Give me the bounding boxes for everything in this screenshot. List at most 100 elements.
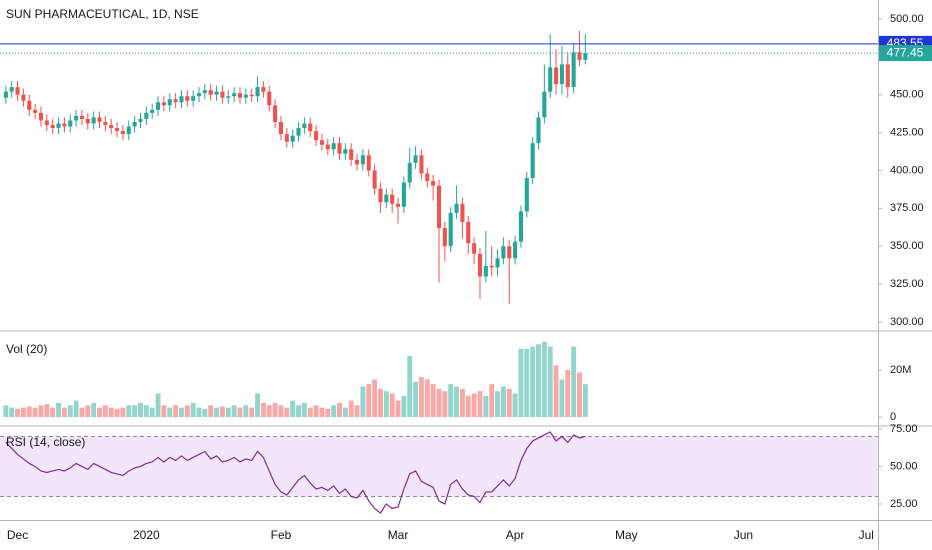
candle-body (155, 102, 161, 110)
candle-body (167, 99, 172, 106)
candle-body (284, 134, 289, 142)
candle-body (542, 91, 547, 118)
volume-bar (436, 388, 442, 418)
candle-body (33, 109, 38, 113)
volume-bar (530, 346, 536, 418)
candle-body (290, 135, 295, 142)
y-tick-label: 500.00 (890, 13, 924, 25)
volume-bar (237, 407, 243, 418)
candle-body (9, 87, 14, 92)
candle-body (185, 96, 190, 101)
x-tick-label: Jun (734, 528, 753, 542)
candle-body (196, 93, 202, 97)
volume-bar (167, 407, 173, 418)
volume-bar (44, 404, 50, 418)
candle-body (68, 120, 73, 127)
volume-bar (342, 407, 348, 418)
volume-bar (331, 405, 337, 418)
candle-body (161, 102, 166, 106)
volume-bar (208, 405, 214, 418)
volume-bar (132, 405, 138, 418)
volume-bar (190, 402, 196, 418)
y-tick-label: 350.00 (890, 240, 924, 252)
candle-body (62, 123, 67, 127)
y-tick-label: 20M (890, 364, 911, 376)
volume-bar (91, 402, 97, 418)
candle-body (27, 100, 32, 110)
candle-body (466, 221, 471, 244)
volume-bar (448, 384, 454, 418)
candle-body (302, 123, 307, 129)
volume-bar (155, 393, 161, 418)
volume-bar (536, 344, 541, 418)
candle-body (325, 144, 330, 150)
volume-bar (255, 393, 261, 418)
candle-body (255, 87, 260, 97)
candle-body (355, 159, 360, 165)
volume-bar (231, 405, 237, 418)
volume-bar (424, 379, 430, 418)
candle-body (571, 52, 576, 88)
volume-bar (407, 355, 413, 418)
candle-body (85, 118, 90, 124)
volume-bar (178, 407, 184, 418)
volume-bar (284, 407, 290, 418)
candle-body (583, 53, 588, 60)
candle-body (267, 91, 272, 106)
candle-body (524, 178, 529, 212)
volume-bar (459, 388, 465, 418)
candle-body (243, 94, 248, 98)
volume-bar (243, 405, 249, 418)
x-tick-label: May (615, 528, 638, 542)
candle-body (38, 112, 44, 121)
candle-body (319, 140, 324, 145)
candle-body (226, 96, 231, 98)
y-tick-label: 25.00 (890, 498, 918, 510)
x-tick-label: Dec (7, 528, 28, 542)
candle-body (249, 94, 254, 97)
volume-bar (454, 386, 460, 418)
volume-bar (26, 406, 32, 418)
candle-body (208, 90, 213, 95)
candle-body (109, 125, 114, 129)
y-tick-label: 50.00 (890, 460, 918, 472)
candle-body (126, 126, 131, 135)
volume-bar (337, 402, 342, 418)
volume-bar (512, 393, 518, 418)
x-tick-label: 2020 (133, 528, 160, 542)
volume-bar (489, 384, 495, 418)
volume-bar (260, 402, 266, 418)
x-tick-label: Jul (859, 528, 874, 542)
candle-body (103, 121, 108, 125)
rsi-band (0, 436, 878, 497)
candle-body (44, 120, 49, 125)
volume-bar (524, 348, 530, 418)
candle-body (261, 87, 266, 92)
volume-bar (430, 384, 436, 418)
candle-body (442, 228, 447, 247)
candle-body (115, 128, 120, 132)
candle-body (431, 181, 436, 186)
candle-body (91, 117, 96, 124)
candle-body (144, 112, 149, 119)
candle-body (15, 87, 20, 95)
candle-body (460, 203, 465, 222)
volume-bar (378, 388, 383, 418)
candle-body (337, 143, 342, 154)
volume-bar (366, 384, 372, 418)
candle-body (237, 93, 243, 98)
candle-body (548, 67, 553, 92)
y-tick-label: 0 (890, 411, 896, 423)
volume-bar (126, 405, 132, 418)
volume-bar (15, 408, 21, 418)
candle-body (220, 91, 225, 98)
y-tick-label: 325.00 (890, 278, 924, 290)
candle-body (278, 121, 284, 135)
candle-body (513, 241, 518, 259)
volume-bar (85, 405, 91, 418)
candle-body (343, 149, 348, 154)
candle-body (79, 115, 84, 119)
candle-body (150, 109, 155, 113)
candle-body (50, 125, 55, 129)
candle-body (390, 194, 395, 204)
